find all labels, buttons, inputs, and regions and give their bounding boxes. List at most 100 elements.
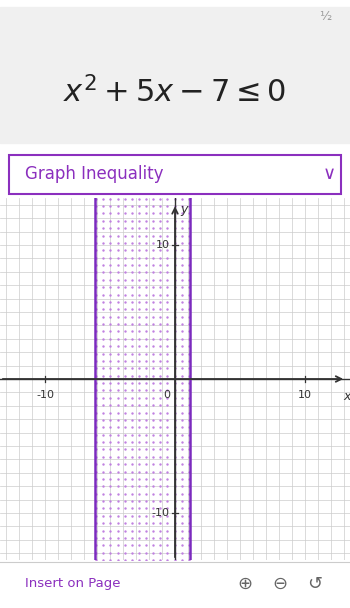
Point (186, 548, 191, 558)
Text: ½: ½ (319, 10, 332, 24)
Point (158, 511, 163, 520)
Point (129, 467, 134, 477)
Point (172, 253, 177, 263)
Point (136, 275, 142, 285)
Text: y: y (180, 203, 188, 216)
Point (115, 415, 120, 425)
Point (115, 437, 120, 447)
Point (107, 393, 113, 402)
Point (186, 187, 191, 196)
Point (143, 430, 149, 440)
Point (164, 319, 170, 329)
Point (129, 246, 134, 255)
Point (172, 548, 177, 558)
Point (122, 289, 127, 299)
Point (150, 230, 156, 240)
Point (150, 444, 156, 454)
Point (107, 334, 113, 344)
Point (158, 467, 163, 477)
Point (100, 444, 106, 454)
Point (107, 238, 113, 248)
Point (186, 356, 191, 366)
Point (143, 511, 149, 520)
Point (179, 201, 184, 211)
Point (100, 223, 106, 233)
Point (150, 541, 156, 550)
Point (186, 533, 191, 543)
Point (179, 282, 184, 292)
Text: 0: 0 (163, 390, 170, 399)
Point (172, 518, 177, 528)
Point (158, 319, 163, 329)
Point (93, 489, 99, 499)
Point (136, 482, 142, 491)
Point (129, 407, 134, 417)
Point (186, 246, 191, 255)
Point (107, 511, 113, 520)
Point (93, 482, 99, 491)
Point (93, 194, 99, 204)
Point (129, 348, 134, 358)
Point (129, 201, 134, 211)
Point (115, 230, 120, 240)
Point (93, 348, 99, 358)
Point (179, 548, 184, 558)
Point (143, 400, 149, 410)
Point (115, 216, 120, 226)
Point (100, 364, 106, 373)
Point (172, 371, 177, 381)
Point (129, 518, 134, 528)
Point (158, 209, 163, 218)
Point (100, 503, 106, 513)
Point (186, 348, 191, 358)
Point (93, 364, 99, 373)
Point (129, 548, 134, 558)
Point (100, 371, 106, 381)
Point (150, 459, 156, 469)
Point (100, 305, 106, 314)
Point (172, 533, 177, 543)
Point (143, 282, 149, 292)
Point (100, 541, 106, 550)
Text: Graph Inequality: Graph Inequality (25, 165, 163, 183)
Point (122, 423, 127, 432)
Point (158, 518, 163, 528)
Point (179, 246, 184, 255)
Point (143, 503, 149, 513)
Point (107, 371, 113, 381)
Point (186, 555, 191, 565)
Point (107, 230, 113, 240)
Point (100, 334, 106, 344)
Point (179, 348, 184, 358)
Point (93, 187, 99, 196)
Point (164, 289, 170, 299)
Point (172, 452, 177, 461)
Point (172, 305, 177, 314)
Point (172, 348, 177, 358)
Point (100, 415, 106, 425)
Point (164, 393, 170, 402)
Point (129, 526, 134, 536)
Point (150, 371, 156, 381)
Point (136, 223, 142, 233)
Point (136, 268, 142, 277)
Point (129, 341, 134, 351)
Point (115, 348, 120, 358)
Point (186, 444, 191, 454)
Point (172, 275, 177, 285)
Point (100, 297, 106, 307)
Point (172, 393, 177, 402)
Point (129, 437, 134, 447)
Point (100, 459, 106, 469)
Point (100, 423, 106, 432)
Point (164, 334, 170, 344)
Point (107, 297, 113, 307)
Point (158, 364, 163, 373)
Point (122, 216, 127, 226)
Point (93, 430, 99, 440)
Point (172, 268, 177, 277)
Point (150, 533, 156, 543)
Point (115, 194, 120, 204)
Point (150, 341, 156, 351)
Point (143, 194, 149, 204)
